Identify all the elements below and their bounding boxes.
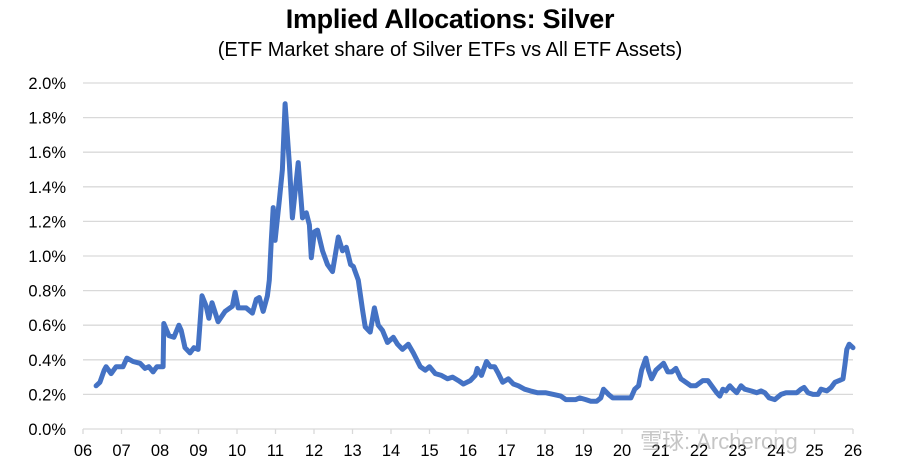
- y-tick-label: 1.8%: [28, 110, 66, 128]
- x-tick-label: 11: [267, 442, 284, 460]
- y-tick-label: 2.0%: [28, 75, 66, 93]
- x-tick-label: 16: [459, 442, 477, 460]
- x-tick-label: 09: [189, 442, 207, 460]
- x-tick-label: 23: [728, 442, 746, 460]
- x-axis: 06 07 08 09 10 11 12 13 14 15 16 17 18 19 20 21 22 23 24 25…: [74, 428, 862, 460]
- y-tick-label: 0.0%: [28, 421, 66, 439]
- x-tick-label: 15: [420, 442, 438, 460]
- y-tick-label: 0.8%: [28, 283, 66, 301]
- x-tick-label: 25: [805, 442, 823, 460]
- x-tick-label: 22: [690, 442, 708, 460]
- y-tick-label: 1.0%: [28, 248, 66, 266]
- y-tick-label: 1.6%: [28, 144, 66, 162]
- series-layer: [93, 101, 856, 404]
- y-tick-label: 1.4%: [28, 179, 66, 197]
- chart-title: Implied Allocations: Silver: [285, 4, 615, 34]
- x-tick-label: 20: [613, 442, 631, 460]
- x-tick-label: 18: [536, 442, 554, 460]
- x-tick-label: 08: [151, 442, 169, 460]
- y-tick-label: 1.2%: [28, 213, 66, 231]
- chart-subtitle: (ETF Market share of Silver ETFs vs All …: [217, 39, 683, 61]
- x-tick-label: 07: [112, 442, 130, 460]
- series-line-silver: [93, 101, 856, 404]
- x-tick-label: 12: [305, 442, 323, 460]
- x-tick-label: 19: [574, 442, 592, 460]
- watermark: 雪球: Archerong: [640, 429, 798, 454]
- y-tick-label: 0.2%: [28, 386, 66, 404]
- x-tick-label: 06: [74, 442, 92, 460]
- y-tick-label: 0.6%: [28, 317, 66, 335]
- x-tick-label: 21: [651, 442, 669, 460]
- x-tick-label: 14: [382, 442, 400, 460]
- x-tick-label: 10: [228, 442, 246, 460]
- gridlines: [83, 82, 853, 396]
- y-tick-label: 0.4%: [28, 352, 66, 370]
- x-tick-label: 24: [767, 442, 785, 460]
- x-tick-label: 17: [497, 442, 515, 460]
- x-tick-label: 26: [844, 442, 862, 460]
- y-axis-ticks: 0.0% 0.2% 0.4% 0.6% 0.8% 1.0% 1.2% 1.4% 1.6% 1.8%…: [28, 75, 66, 439]
- x-tick-label: 13: [343, 442, 361, 460]
